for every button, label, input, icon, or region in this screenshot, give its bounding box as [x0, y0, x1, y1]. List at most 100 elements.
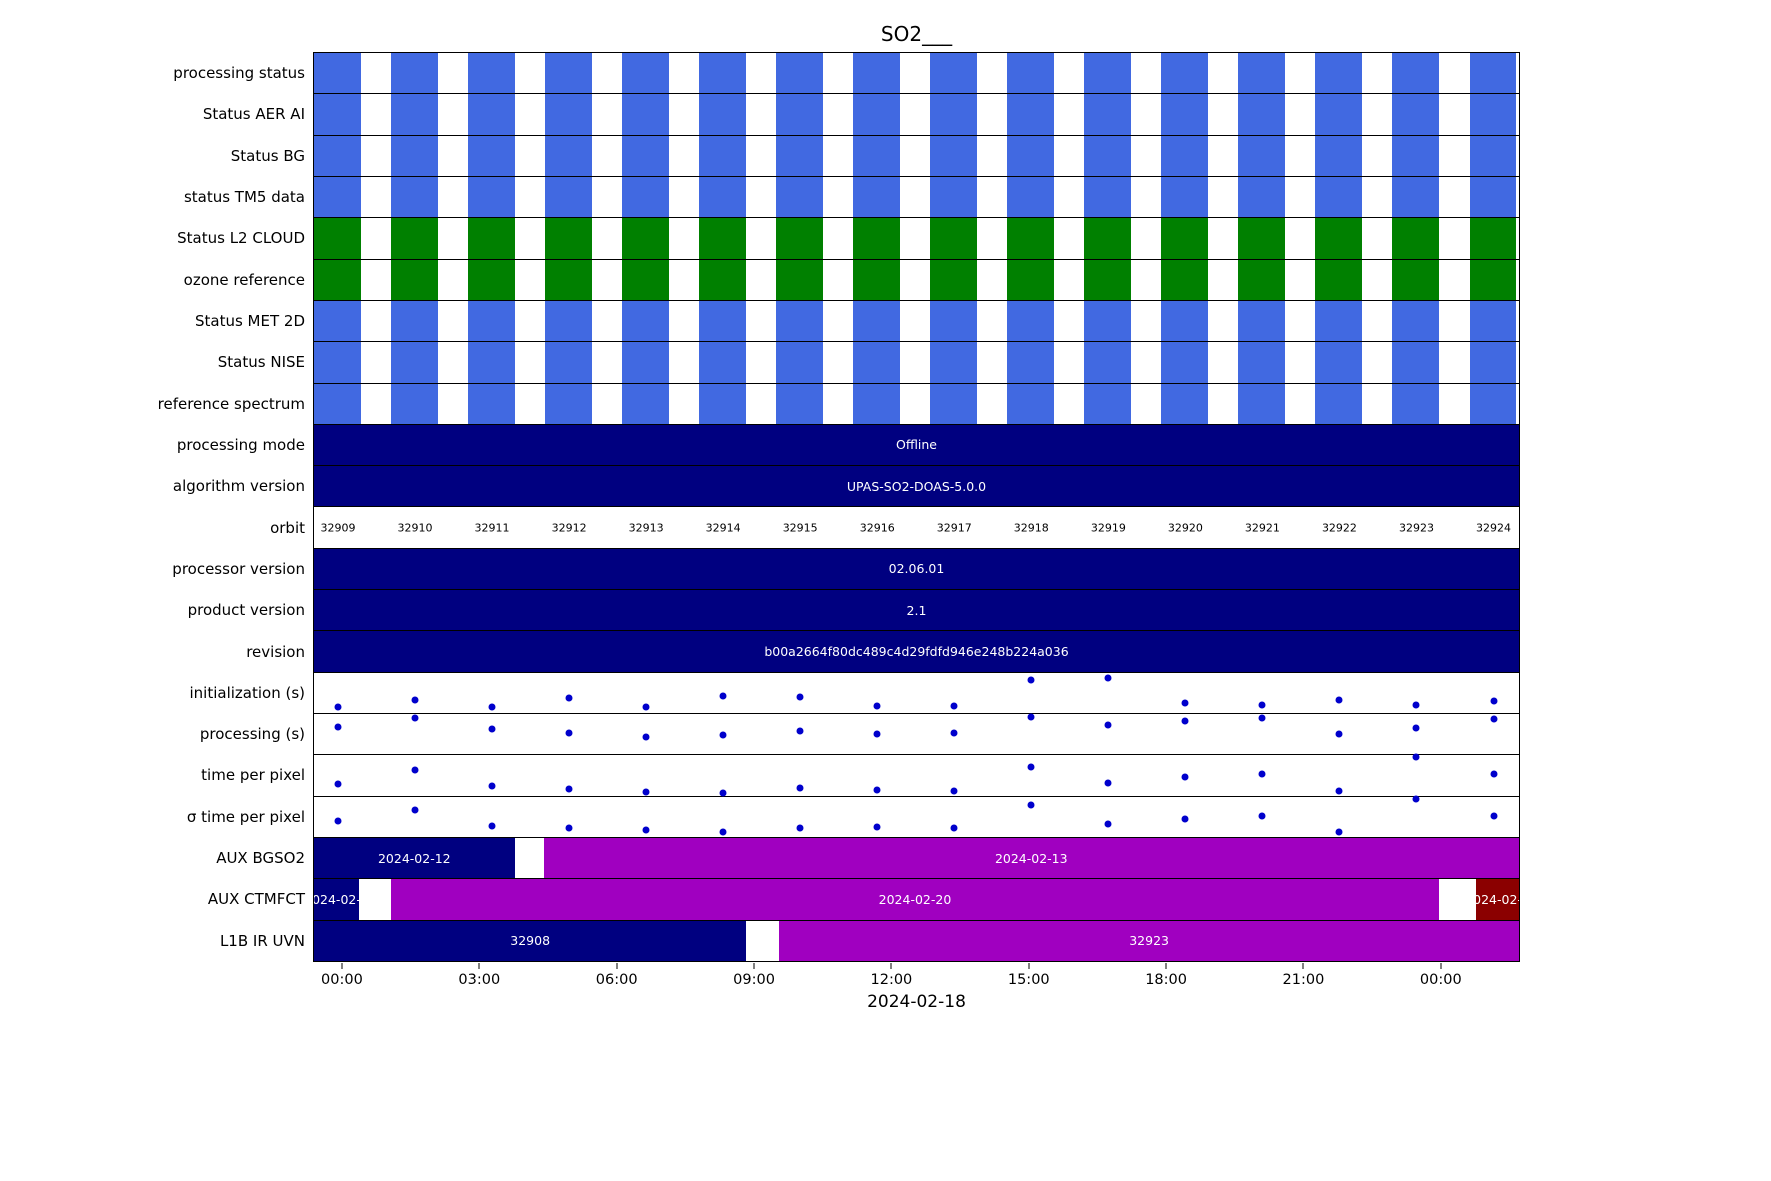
scatter-dot: [565, 729, 573, 737]
status-block: [1315, 383, 1363, 424]
status-block: [622, 259, 669, 300]
status-block: [391, 383, 438, 424]
status-block: [1238, 218, 1286, 259]
status-block: [468, 135, 515, 176]
row-label-orbit: orbit: [270, 518, 305, 537]
status-block: [1315, 176, 1363, 218]
status-block: [1007, 300, 1055, 342]
scatter-dot: [1335, 730, 1343, 738]
row-status-nise: Status NISE: [218, 342, 1519, 384]
status-block: [1007, 53, 1055, 94]
x-tick-mark: [1302, 963, 1304, 969]
status-block: [1238, 94, 1286, 135]
row-label-aux-ctmfct: AUX CTMFCT: [207, 890, 305, 909]
scatter-dot: [1490, 812, 1497, 820]
row-aux-ctmfct: AUX CTMFCT 2024-02-1 2024-02-20 2024-02-2: [208, 879, 1519, 921]
status-block: [391, 342, 438, 383]
status-block: [1007, 135, 1055, 176]
row-reference-spectrum: reference spectrum: [158, 383, 1519, 425]
status-block: [1469, 94, 1517, 135]
scatter-dot: [1181, 815, 1189, 823]
scatter-dot: [334, 780, 342, 788]
orbit-number: 32913: [628, 521, 664, 535]
x-tick-mark: [890, 963, 892, 969]
scatter-dot: [411, 714, 419, 722]
scatter-dot: [1258, 701, 1266, 709]
status-block: [930, 259, 978, 300]
status-block: [468, 176, 515, 218]
status-block: [776, 342, 824, 383]
scatter-dot: [488, 703, 496, 711]
row-algorithm-version: algorithm version UPAS-SO2-DOAS-5.0.0: [173, 466, 1519, 508]
status-block: [545, 53, 592, 94]
status-block: [1007, 342, 1055, 383]
status-block: [468, 259, 515, 300]
status-block: [1315, 135, 1363, 176]
value-bar-product-version: 2.1: [314, 590, 1519, 631]
status-block: [622, 135, 669, 176]
scatter-dot: [1181, 717, 1189, 725]
scatter-dot: [719, 692, 727, 700]
status-block: [853, 342, 901, 383]
orbit-number: 32915: [782, 521, 818, 535]
scatter-dot: [796, 693, 804, 701]
row-ozone-reference: ozone reference: [184, 259, 1519, 301]
scatter-dot: [488, 822, 496, 830]
scatter-dot: [1258, 714, 1266, 722]
value-bar-processor-version: 02.06.01: [314, 548, 1519, 590]
scatter-dot: [950, 787, 958, 795]
x-tick-mark: [1440, 963, 1442, 969]
scatter-dot: [565, 694, 573, 702]
status-block: [1469, 300, 1517, 342]
row-status-met-2d: Status MET 2D: [195, 300, 1519, 343]
row-l1b-ir-uvn: L1B IR UVN 32908 32923: [220, 920, 1519, 961]
row-label-time-per-pixel: time per pixel: [201, 766, 305, 785]
row-time-per-pixel: time per pixel: [201, 753, 1519, 797]
x-tick-label: 09:00: [733, 972, 775, 988]
interval-segment: 32908: [314, 920, 747, 961]
status-block: [1315, 300, 1363, 342]
row-label-processing-mode: processing mode: [176, 435, 305, 454]
row-processing-s: processing (s): [200, 713, 1519, 756]
plot-area: processing status Status AER AI Status BG s…: [158, 52, 1520, 962]
row-label-status-tm5-data: status TM5 data: [183, 188, 305, 207]
status-block: [1238, 176, 1286, 218]
row-label-processing-status: processing status: [173, 64, 305, 83]
status-block: [545, 300, 592, 342]
interval-segment: 2024-02-12: [314, 837, 515, 879]
row-label-status-met-2d: Status MET 2D: [194, 312, 305, 331]
scatter-dot: [719, 731, 727, 739]
status-block: [1238, 342, 1286, 383]
interval-segment: 2024-02-2: [1476, 879, 1519, 920]
status-block: [699, 342, 747, 383]
scatter-dot: [565, 824, 573, 832]
status-block: [699, 94, 747, 135]
scatter-dot: [1412, 753, 1420, 761]
status-block: [314, 342, 361, 383]
row-status-bg: Status BG: [231, 135, 1519, 177]
interval-segment: 2024-02-13: [543, 837, 1519, 879]
orbit-number: 32910: [397, 521, 433, 535]
scatter-dot: [1027, 676, 1035, 684]
x-tick-mark: [616, 963, 618, 969]
status-block: [1238, 300, 1286, 342]
status-block: [1315, 94, 1363, 135]
scatter-dot: [796, 727, 804, 735]
x-tick-label: 03:00: [458, 972, 501, 988]
scatter-dot: [1412, 724, 1420, 732]
status-block: [314, 218, 361, 259]
status-block: [468, 342, 515, 383]
status-block: [930, 383, 978, 424]
status-block: [853, 259, 901, 300]
scatter-dot: [411, 766, 419, 774]
scatter-dot: [873, 786, 881, 794]
row-label-status-nise: Status NISE: [217, 353, 305, 372]
scatter-dot: [334, 723, 342, 731]
scatter-dot: [950, 702, 958, 710]
scatter-dot: [1181, 699, 1189, 707]
status-block: [1315, 53, 1363, 94]
status-block: [1161, 300, 1209, 342]
row-status-tm5-data: status TM5 data: [184, 176, 1519, 219]
status-block: [545, 259, 592, 300]
